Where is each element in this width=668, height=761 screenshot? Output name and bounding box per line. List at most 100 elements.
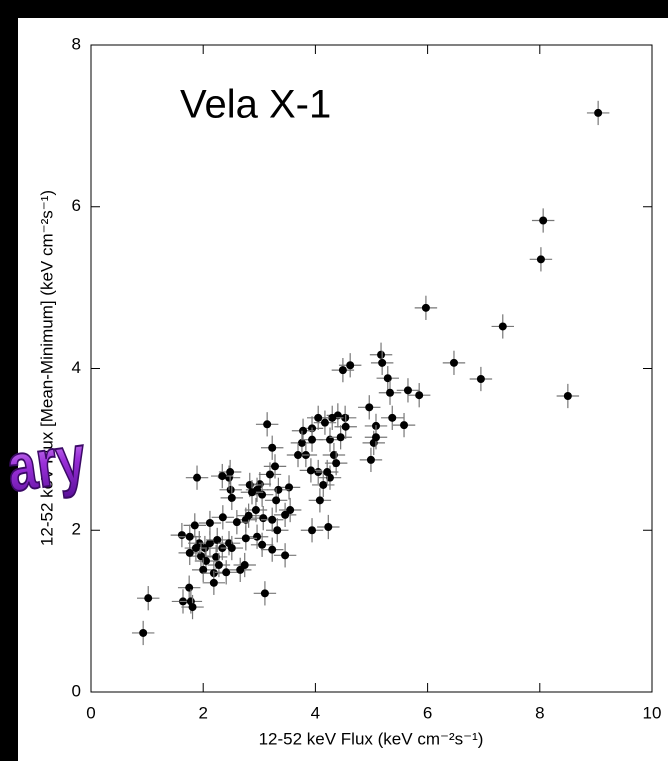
point [177,531,186,540]
point [539,216,548,225]
point [222,568,231,577]
point [258,540,267,549]
x-tick-label: 6 [423,703,432,722]
point [199,565,208,574]
point [299,426,308,435]
point [218,472,227,481]
point [323,468,332,477]
point [268,443,277,452]
point [227,493,236,502]
y-axis-label: 12-52 keV Flux [Mean-Minimum] (keV cm⁻²s… [37,190,56,546]
point [185,532,194,541]
point [259,514,268,523]
x-axis-label: 12-52 keV Flux (keV cm⁻²s⁻¹) [259,729,484,748]
point [308,526,317,535]
point [271,462,280,471]
point [244,511,253,520]
point [240,561,249,570]
point [319,480,328,489]
point [336,433,345,442]
point [253,532,262,541]
overlay-wordart: ary [2,420,90,506]
point [268,515,277,524]
point [268,545,277,554]
point [241,534,250,543]
point [400,421,409,430]
point [265,470,274,479]
point [328,413,337,422]
point [294,451,303,460]
point [281,510,290,519]
point [308,435,317,444]
point [251,506,260,515]
point [209,578,218,587]
point [365,403,374,412]
point [386,388,395,397]
annotation: Vela X-1 [180,83,331,127]
y-tick-label: 8 [72,34,81,53]
point [185,548,194,557]
point [144,594,153,603]
point [272,496,281,505]
point [476,375,485,384]
point [415,391,424,400]
y-tick-label: 0 [72,681,81,700]
point [260,589,269,598]
point [536,255,545,264]
point [218,513,227,522]
point [314,413,323,422]
point [332,459,341,468]
point [232,518,241,527]
point [191,544,200,553]
point [315,496,324,505]
point [371,433,380,442]
point [563,391,572,400]
point [378,358,387,367]
point [139,628,148,637]
point [421,303,430,312]
point [286,506,295,515]
point [202,556,211,565]
x-tick-label: 10 [643,703,662,722]
point [213,535,222,544]
point [227,544,236,553]
data-points [131,100,610,646]
x-tick-label: 2 [198,703,207,722]
point [212,552,221,561]
point [273,526,282,535]
point [338,366,347,375]
point [324,523,333,532]
point [366,455,375,464]
point [346,361,355,370]
point [297,438,306,447]
point [281,551,290,560]
point [205,518,214,527]
point [193,473,202,482]
point [388,413,397,422]
point [594,108,603,117]
point [185,583,194,592]
point [205,539,214,548]
x-tick-label: 8 [535,703,544,722]
y-tick-label: 4 [72,358,81,377]
y-tick-label: 2 [72,520,81,539]
point [306,466,315,475]
x-tick-label: 0 [86,703,95,722]
point [226,485,235,494]
y-tick-label: 6 [72,196,81,215]
point [188,603,197,612]
point [214,561,223,570]
point [403,386,412,395]
slide-panel [18,18,668,761]
point [377,350,386,359]
point [341,422,350,431]
point [226,468,235,477]
point [248,488,257,497]
point [190,521,199,530]
point [449,358,458,367]
point [498,322,507,331]
point [263,420,272,429]
point [320,418,329,427]
